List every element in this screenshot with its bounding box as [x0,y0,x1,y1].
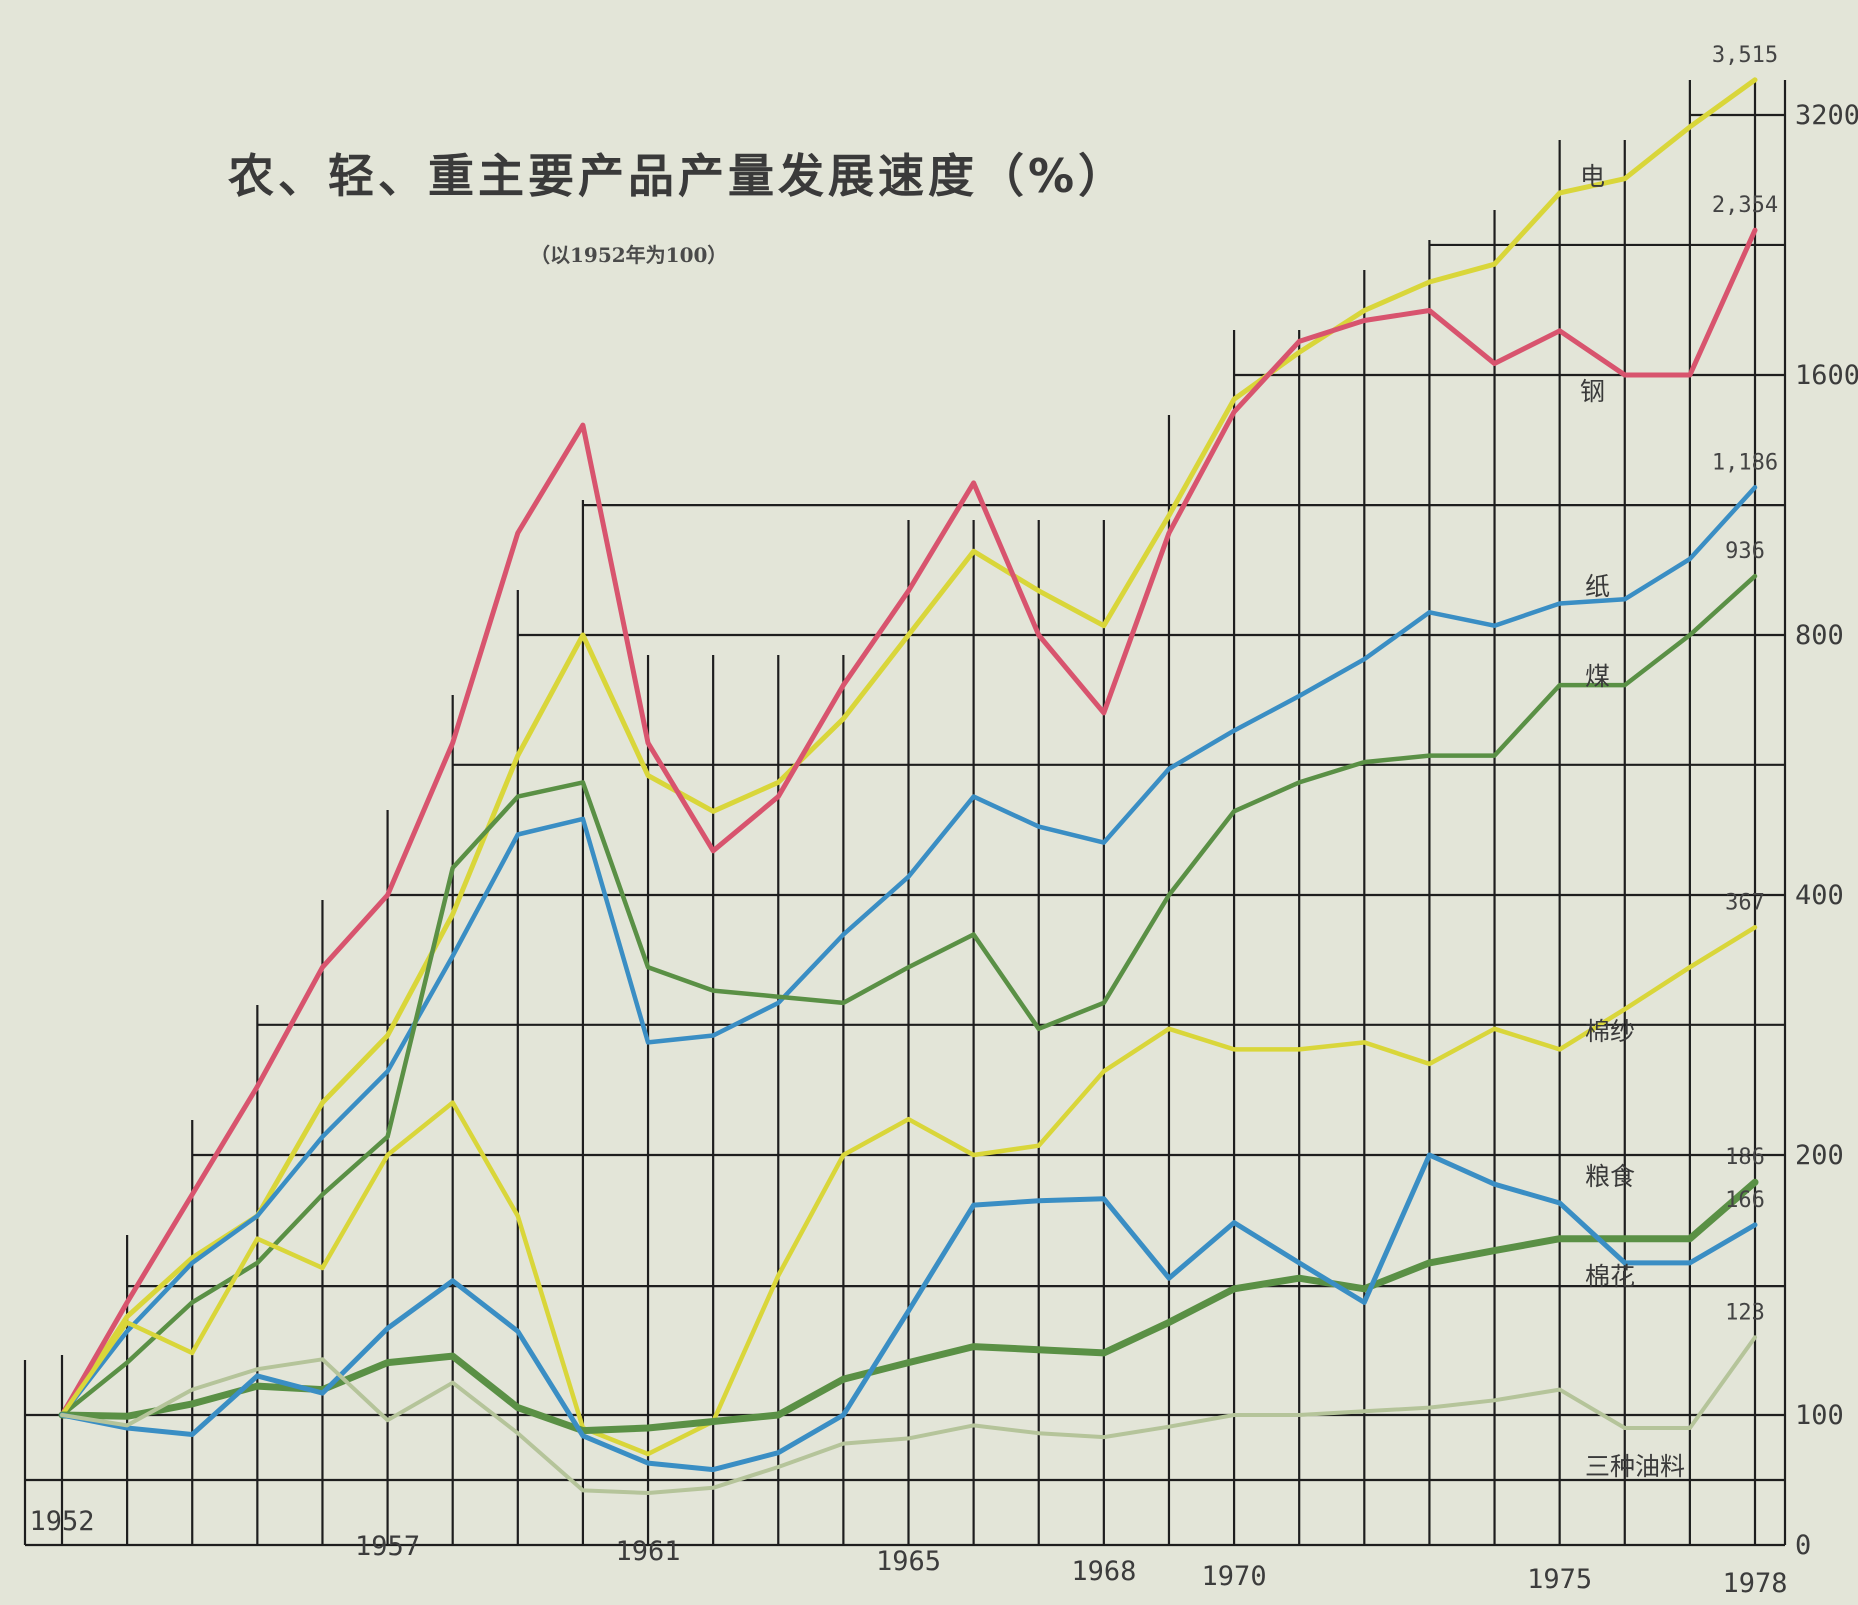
series-end-value-label: 367 [1725,890,1765,915]
x-tick-label: 1978 [1722,1568,1787,1599]
series-line-6 [59,1152,1758,1473]
series-line-2 [59,485,1758,1418]
series-end-value-label: 2,354 [1712,193,1778,218]
series-end-value-label: 1,186 [1712,450,1778,475]
series-line-7 [60,1335,1757,1495]
series-line-3 [59,573,1758,1418]
series-name-label: 三种油料 [1585,1452,1685,1481]
y-tick-label: 1600 [1795,360,1858,391]
series-name-label: 棉纱 [1585,1017,1635,1046]
chart-title: 农、轻、重主要产品产量发展速度（%） [228,149,1128,203]
series-end-value-label: 3,515 [1712,43,1778,68]
series-name-label: 电 [1580,162,1605,191]
x-tick-label: 1975 [1527,1564,1592,1595]
chart-grid [23,80,1787,1547]
labels-layer: 1952 1957 1961 1965 1968 1970 1975 1978 0 100 200 4… [29,43,1858,1599]
series-end-value-label: 186 [1725,1145,1765,1170]
y-tick-label: 100 [1795,1400,1844,1431]
series-name-label: 粮食 [1585,1162,1635,1191]
chart-subtitle: （以1952年为100） [530,243,727,267]
series-name-label: 钢 [1580,377,1605,406]
series-line-0 [59,77,1758,1418]
y-tick-label: 0 [1795,1530,1811,1561]
x-tick-label: 1961 [616,1536,681,1567]
series-name-label: 纸 [1585,572,1610,601]
y-tick-label: 3200 [1795,100,1858,131]
series-end-value-label: 123 [1725,1300,1765,1325]
series-line-1 [59,227,1758,1418]
series-line-4 [59,925,1758,1457]
series-end-value-label: 166 [1725,1188,1765,1213]
series-name-label: 煤 [1585,662,1610,691]
x-tick-label: 1970 [1202,1561,1267,1592]
y-tick-label: 200 [1795,1140,1844,1171]
x-tick-label: 1957 [355,1531,420,1562]
series-name-label: 棉花 [1585,1262,1635,1291]
x-tick-label: 1968 [1071,1556,1136,1587]
y-tick-label: 800 [1795,620,1844,651]
x-tick-label: 1952 [29,1506,94,1537]
x-tick-label: 1965 [876,1546,941,1577]
y-tick-label: 400 [1795,880,1844,911]
series-layer [58,77,1759,1495]
series-end-value-label: 936 [1725,539,1765,564]
